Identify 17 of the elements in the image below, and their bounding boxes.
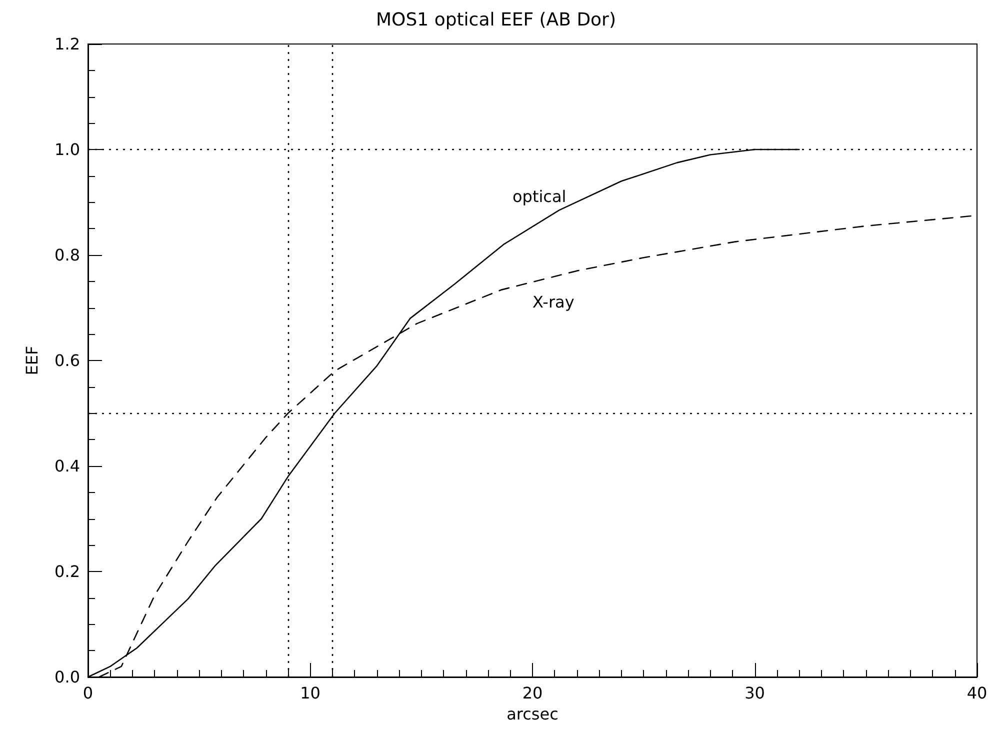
x-tick-label: 20 xyxy=(522,684,543,702)
x-tick-label: 30 xyxy=(744,684,765,702)
y-tick-label: 1.2 xyxy=(54,34,80,54)
y-axis-title: EEF xyxy=(22,346,42,376)
y-tick-label: 0.2 xyxy=(54,562,80,581)
y-tick-label: 0.8 xyxy=(54,246,80,264)
y-tick-label: 0.4 xyxy=(54,456,80,476)
x-axis-title: arcsec xyxy=(506,704,558,724)
series-label: X-ray xyxy=(532,292,574,312)
y-tick-label: 1.0 xyxy=(54,140,80,159)
chart-title: MOS1 optical EEF (AB Dor) xyxy=(376,10,616,30)
x-tick-label: 10 xyxy=(300,684,320,702)
y-tick-label: 0.6 xyxy=(54,351,80,370)
x-tick-label: 40 xyxy=(966,684,988,702)
series-label: optical xyxy=(512,187,566,206)
x-tick-label: 0 xyxy=(82,684,94,702)
y-tick-label: 0.0 xyxy=(54,668,80,686)
